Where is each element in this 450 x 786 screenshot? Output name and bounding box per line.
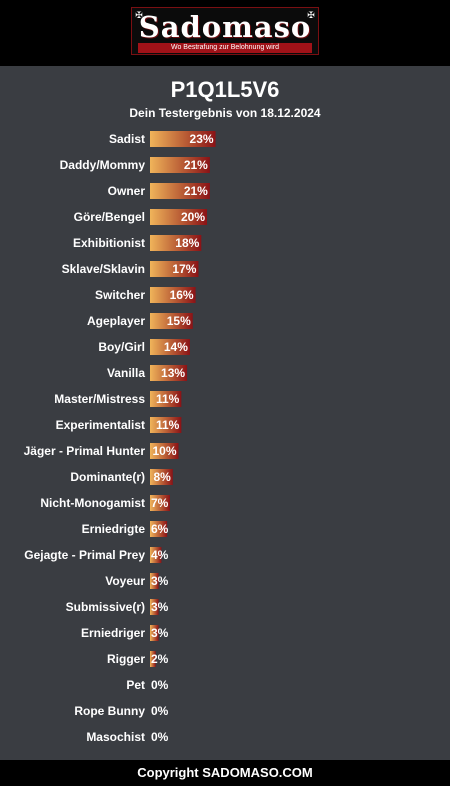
category-label: Submissive(r): [66, 600, 145, 614]
value-label: 21%: [184, 158, 208, 172]
chart-title: P1Q1L5V6: [170, 77, 280, 102]
category-label: Göre/Bengel: [74, 210, 145, 224]
category-label: Nicht-Monogamist: [40, 496, 145, 510]
value-label: 10%: [152, 444, 176, 458]
logo-title: Sadomaso: [138, 10, 312, 44]
value-label: 11%: [156, 392, 180, 406]
value-label: 6%: [151, 522, 169, 536]
header: ✠ ✠ Sadomaso Wo Bestrafung zur Belohnung…: [0, 0, 450, 66]
result-bar: [150, 521, 168, 537]
result-bar: [150, 495, 170, 511]
result-bar-chart: Sadist 23% Daddy/Mommy 21% Owner 21% Göre/Beng…: [24, 131, 216, 744]
value-label: 13%: [161, 366, 185, 380]
result-bar: [150, 157, 210, 173]
value-label: 3%: [151, 600, 169, 614]
category-label: Dominante(r): [70, 470, 145, 484]
category-label: Switcher: [95, 288, 145, 302]
category-label: Voyeur: [105, 574, 145, 588]
category-label: Experimentalist: [56, 418, 145, 432]
category-label: Master/Mistress: [54, 392, 145, 406]
chart-subtitle: Dein Testergebnis von 18.12.2024: [129, 106, 321, 120]
category-label: Erniedrigte: [82, 522, 146, 536]
value-label: 15%: [167, 314, 191, 328]
category-label: Jäger - Primal Hunter: [24, 444, 146, 458]
result-bar: [150, 209, 207, 225]
result-bar: [150, 365, 188, 381]
category-label: Vanilla: [107, 366, 145, 380]
category-label: Ageplayer: [87, 314, 145, 328]
result-bar: [150, 469, 173, 485]
result-bar: [150, 287, 196, 303]
value-label: 4%: [151, 548, 169, 562]
value-label: 16%: [170, 288, 194, 302]
value-label: 3%: [151, 626, 169, 640]
category-label: Sadist: [109, 132, 145, 146]
value-label: 0%: [151, 704, 169, 718]
result-bar: [150, 573, 159, 589]
result-bar: [150, 235, 202, 251]
footer-copyright: Copyright SADOMASO.COM: [0, 760, 450, 786]
result-bar: [150, 547, 162, 563]
value-label: 20%: [181, 210, 205, 224]
value-label: 3%: [151, 574, 169, 588]
result-bar: [150, 261, 199, 277]
result-bar: [150, 625, 159, 641]
value-label: 18%: [175, 236, 199, 250]
result-bar: [150, 651, 156, 667]
result-bar: [150, 599, 159, 615]
category-label: Rigger: [107, 652, 145, 666]
result-bar: [150, 391, 182, 407]
value-label: 7%: [151, 496, 169, 510]
category-label: Pet: [126, 678, 145, 692]
category-label: Exhibitionist: [73, 236, 145, 250]
value-label: 11%: [156, 418, 180, 432]
result-bar: [150, 313, 193, 329]
value-label: 17%: [172, 262, 196, 276]
result-bar: [150, 443, 179, 459]
value-label: 0%: [151, 678, 169, 692]
category-label: Sklave/Sklavin: [62, 262, 145, 276]
result-bar: [150, 417, 182, 433]
result-bar: [150, 183, 210, 199]
result-bar: [150, 131, 216, 147]
value-label: 0%: [151, 730, 169, 744]
sadomaso-logo[interactable]: ✠ ✠ Sadomaso Wo Bestrafung zur Belohnung…: [131, 7, 319, 55]
result-bar: [150, 339, 190, 355]
value-label: 2%: [151, 652, 169, 666]
category-label: Masochist: [86, 730, 145, 744]
value-label: 21%: [184, 184, 208, 198]
value-label: 23%: [190, 132, 214, 146]
value-label: 8%: [153, 470, 171, 484]
logo-ornament-icon: ✠: [135, 10, 143, 20]
logo-tagline: Wo Bestrafung zur Belohnung wird: [138, 43, 312, 53]
logo-ornament-icon: ✠: [307, 10, 315, 20]
category-label: Boy/Girl: [98, 340, 145, 354]
category-label: Rope Bunny: [74, 704, 145, 718]
value-label: 14%: [164, 340, 188, 354]
category-label: Owner: [108, 184, 146, 198]
category-label: Daddy/Mommy: [60, 158, 146, 172]
category-label: Gejagte - Primal Prey: [24, 548, 145, 562]
category-label: Erniedriger: [81, 626, 145, 640]
